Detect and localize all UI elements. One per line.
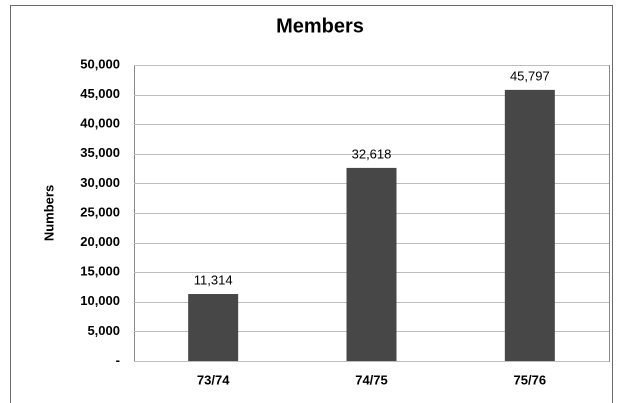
chart-border — [10, 5, 613, 403]
x-tick-label: 73/74 — [197, 372, 230, 387]
y-tick-label: 35,000 — [80, 145, 120, 160]
y-tick-label: 30,000 — [80, 175, 120, 190]
y-tick-label: 50,000 — [80, 56, 120, 71]
x-tick-label: 74/75 — [355, 372, 388, 387]
y-tick-label: 40,000 — [80, 116, 120, 131]
y-tick-label: 25,000 — [80, 204, 120, 219]
x-tick-label: 75/76 — [514, 372, 547, 387]
bar — [188, 294, 239, 361]
data-label: 45,797 — [510, 68, 550, 83]
bar — [504, 89, 555, 361]
y-tick-label: 20,000 — [80, 234, 120, 249]
data-label: 11,314 — [194, 272, 233, 287]
y-tick-label: - — [116, 352, 120, 367]
chart-title: Members — [276, 15, 364, 37]
y-tick-label: 45,000 — [80, 86, 120, 101]
y-axis-label: Numbers — [41, 185, 56, 241]
y-tick-label: 15,000 — [80, 264, 120, 279]
y-tick-label: 10,000 — [80, 293, 120, 308]
bar — [346, 167, 397, 361]
y-tick-label: 5,000 — [87, 323, 120, 338]
data-label: 32,618 — [352, 146, 392, 161]
